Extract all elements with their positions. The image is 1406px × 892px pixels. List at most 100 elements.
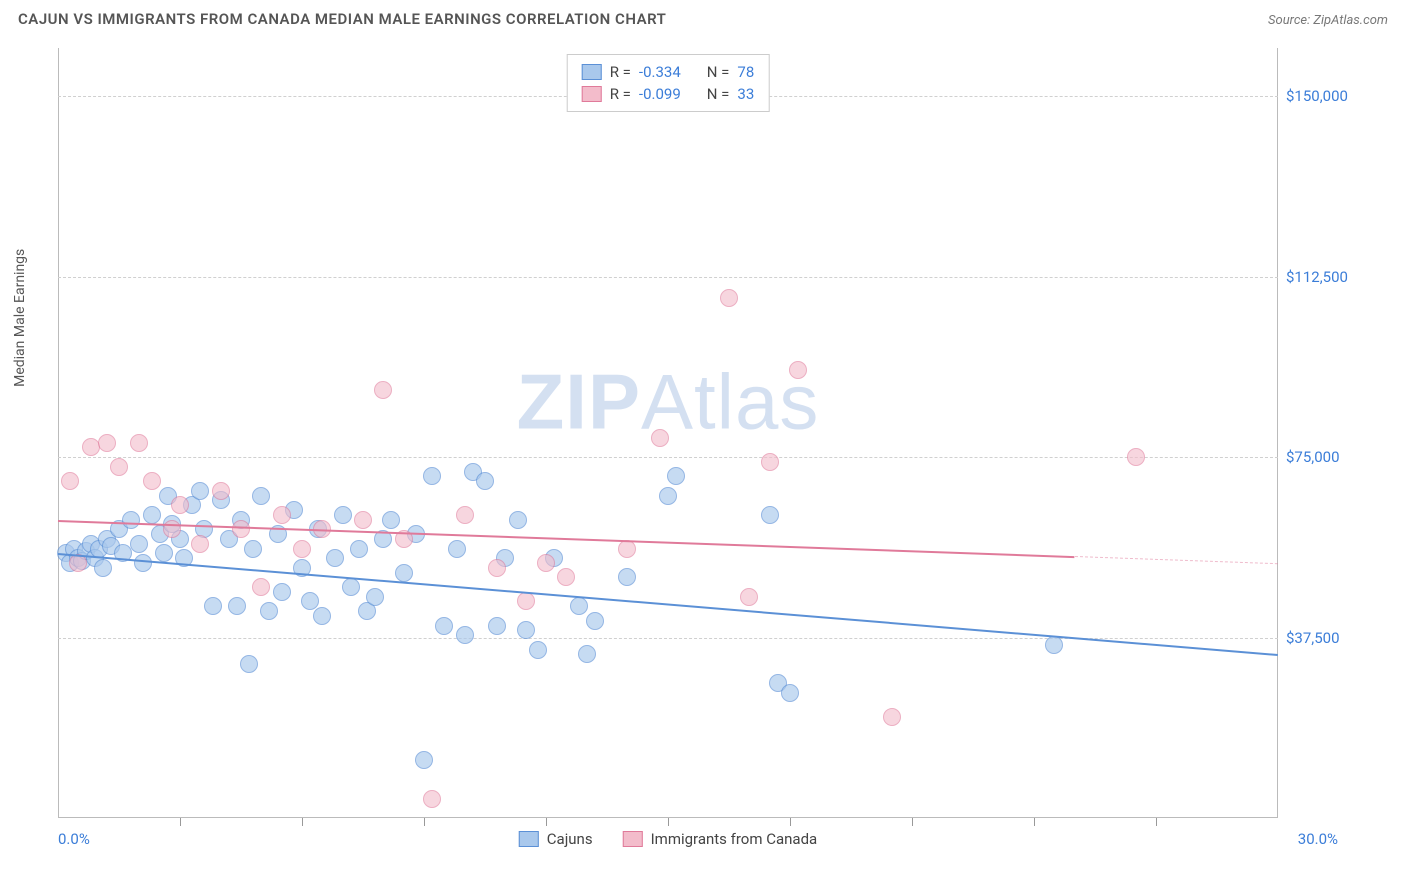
legend-bottom-item-canada: Immigrants from Canada: [623, 830, 818, 848]
data-point-canada: [130, 434, 148, 452]
data-point-cajuns: [781, 684, 799, 702]
data-point-canada: [293, 540, 311, 558]
data-point-canada: [354, 511, 372, 529]
chart-container: Median Male Earnings ZIPAtlas R = -0.334…: [48, 48, 1388, 848]
data-point-canada: [761, 453, 779, 471]
data-point-canada: [110, 458, 128, 476]
data-point-canada: [273, 506, 291, 524]
data-point-cajuns: [395, 564, 413, 582]
data-point-cajuns: [517, 621, 535, 639]
data-point-canada: [456, 506, 474, 524]
data-point-cajuns: [570, 597, 588, 615]
data-point-cajuns: [240, 655, 258, 673]
trend-line-dash-canada: [1075, 556, 1278, 564]
data-point-cajuns: [94, 559, 112, 577]
y-tick-label: $150,000: [1286, 87, 1386, 105]
n-label: N =: [707, 85, 730, 103]
data-point-cajuns: [143, 506, 161, 524]
data-point-canada: [61, 472, 79, 490]
legend-label-canada: Immigrants from Canada: [651, 830, 818, 848]
data-point-canada: [517, 592, 535, 610]
y-tick-label: $112,500: [1286, 268, 1386, 286]
data-point-cajuns: [252, 487, 270, 505]
x-tick: [424, 818, 425, 826]
x-tick: [546, 818, 547, 826]
gridline: [58, 457, 1278, 458]
legend-bottom: Cajuns Immigrants from Canada: [519, 830, 817, 848]
y-axis-label: Median Male Earnings: [12, 249, 28, 387]
chart-title: CAJUN VS IMMIGRANTS FROM CANADA MEDIAN M…: [18, 10, 666, 28]
data-point-cajuns: [578, 645, 596, 663]
data-point-canada: [740, 588, 758, 606]
n-value-cajuns: 78: [737, 63, 754, 81]
data-point-cajuns: [228, 597, 246, 615]
data-point-cajuns: [761, 506, 779, 524]
data-point-cajuns: [509, 511, 527, 529]
data-point-canada: [537, 554, 555, 572]
legend-top-row-canada: R = -0.099 N = 33: [582, 83, 755, 105]
data-point-cajuns: [334, 506, 352, 524]
x-tick: [790, 818, 791, 826]
data-point-cajuns: [415, 751, 433, 769]
plot-area: ZIPAtlas R = -0.334N = 78R = -0.099N = 3…: [58, 48, 1278, 818]
source-attribution: Source: ZipAtlas.com: [1268, 13, 1388, 28]
swatch-cajuns: [582, 64, 602, 80]
x-min-label: 0.0%: [58, 830, 90, 848]
data-point-canada: [1127, 448, 1145, 466]
data-point-canada: [488, 559, 506, 577]
n-value-canada: 33: [737, 85, 754, 103]
y-tick-label: $75,000: [1286, 448, 1386, 466]
r-label: R =: [610, 85, 631, 103]
data-point-cajuns: [448, 540, 466, 558]
data-point-canada: [423, 790, 441, 808]
data-point-canada: [191, 535, 209, 553]
data-point-cajuns: [130, 535, 148, 553]
r-label: R =: [610, 63, 631, 81]
data-point-cajuns: [476, 472, 494, 490]
r-value-canada: -0.099: [639, 85, 681, 103]
data-point-cajuns: [618, 568, 636, 586]
data-point-cajuns: [122, 511, 140, 529]
data-point-cajuns: [1045, 636, 1063, 654]
data-point-cajuns: [529, 641, 547, 659]
x-tick: [1156, 818, 1157, 826]
data-point-cajuns: [488, 617, 506, 635]
data-point-cajuns: [456, 626, 474, 644]
data-point-canada: [232, 520, 250, 538]
y-tick-label: $37,500: [1286, 629, 1386, 647]
data-point-cajuns: [342, 578, 360, 596]
n-label: N =: [707, 63, 730, 81]
data-point-cajuns: [435, 617, 453, 635]
data-point-cajuns: [260, 602, 278, 620]
legend-top-row-cajuns: R = -0.334N = 78: [582, 61, 755, 83]
x-tick: [668, 818, 669, 826]
axis-right: [1277, 48, 1278, 818]
swatch-canada: [623, 831, 643, 847]
data-point-cajuns: [155, 544, 173, 562]
data-point-cajuns: [659, 487, 677, 505]
data-point-cajuns: [204, 597, 222, 615]
gridline: [58, 277, 1278, 278]
data-point-canada: [98, 434, 116, 452]
data-point-cajuns: [244, 540, 262, 558]
trend-line-canada: [58, 520, 1075, 558]
data-point-cajuns: [191, 482, 209, 500]
legend-label-cajuns: Cajuns: [547, 830, 593, 848]
data-point-canada: [212, 482, 230, 500]
legend-bottom-item-cajuns: Cajuns: [519, 830, 593, 848]
data-point-canada: [171, 496, 189, 514]
data-point-cajuns: [586, 612, 604, 630]
data-point-canada: [720, 289, 738, 307]
chart-header: CAJUN VS IMMIGRANTS FROM CANADA MEDIAN M…: [0, 0, 1406, 34]
data-point-cajuns: [366, 588, 384, 606]
data-point-cajuns: [313, 607, 331, 625]
legend-top: R = -0.334N = 78R = -0.099N = 33: [567, 54, 770, 112]
data-point-cajuns: [350, 540, 368, 558]
data-point-cajuns: [134, 554, 152, 572]
data-point-canada: [557, 568, 575, 586]
x-max-label: 30.0%: [1298, 830, 1338, 848]
data-point-canada: [252, 578, 270, 596]
data-point-cajuns: [667, 467, 685, 485]
x-tick: [180, 818, 181, 826]
swatch-cajuns: [519, 831, 539, 847]
